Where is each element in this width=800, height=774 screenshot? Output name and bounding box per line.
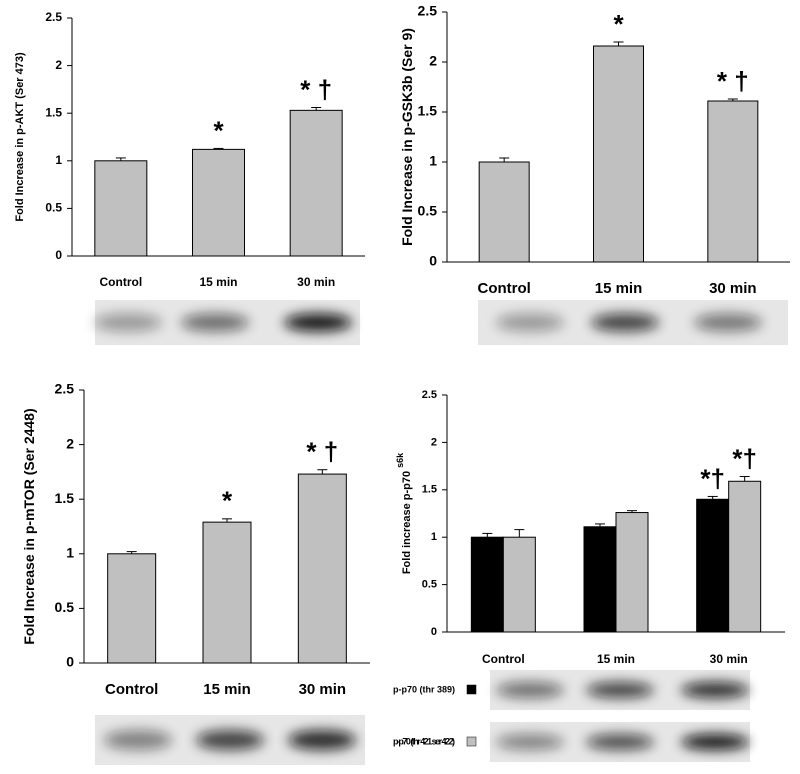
chart-panel: 0 0.5 1 1.5 2 2.5 Fold Increase in p-mTOR (Ser…	[21, 381, 370, 765]
y-tick-label: 2	[429, 53, 437, 69]
y-tick-label: 0	[431, 626, 437, 638]
significance-label: *	[213, 115, 224, 145]
y-axis-label: Fold Increase in p-GSK3b (Ser 9)	[399, 28, 415, 246]
significance-label: *	[613, 9, 624, 39]
y-tick-label: 2.5	[418, 3, 438, 19]
blot-band	[104, 730, 172, 750]
bar	[502, 536, 536, 633]
blot-band	[288, 730, 356, 750]
significance-label: *	[222, 486, 233, 516]
y-tick-label: 0.5	[418, 203, 438, 219]
y-tick-label: 2	[55, 58, 62, 72]
y-axis-label: Fold increase p-p70 s6k	[395, 452, 413, 574]
y-tick-label: 2	[66, 435, 74, 451]
significance-label: *†	[732, 443, 757, 473]
y-tick-label: 0	[55, 248, 62, 262]
y-tick-label: 0	[66, 654, 74, 670]
y-tick-label: 2.5	[422, 389, 437, 401]
x-tick-label: 15 min	[595, 280, 643, 297]
bar	[289, 109, 343, 257]
y-axis-label: Fold Increase in p-mTOR (Ser 2448)	[21, 408, 37, 644]
legend-label: p-p70 (thr 421 ser 422)	[393, 736, 455, 746]
blot-band	[284, 313, 352, 332]
bar	[478, 161, 530, 263]
blot-band	[196, 730, 264, 750]
blot-band	[496, 734, 564, 750]
bar	[593, 45, 644, 263]
legend-swatch	[466, 736, 477, 747]
significance-label: * †	[717, 66, 749, 96]
y-tick-label: 0.5	[45, 201, 62, 215]
significance-label: *†	[700, 463, 725, 493]
blot-band	[94, 313, 162, 332]
x-tick-label: 30 min	[299, 681, 347, 698]
y-tick-label: 1.5	[418, 103, 438, 119]
y-tick-label: 2.5	[45, 10, 62, 24]
bar	[615, 512, 649, 633]
bar	[202, 521, 252, 664]
x-tick-label: 30 min	[710, 652, 748, 666]
legend-label: p-p70 (thr 389)	[393, 684, 455, 694]
blot-band	[496, 313, 564, 332]
blot-band	[681, 734, 749, 750]
y-axis-label-text: Fold Increase in p-GSK3b (Ser 9)	[399, 28, 415, 246]
bar	[107, 553, 157, 664]
x-tick-label: Control	[478, 280, 531, 297]
x-tick-label: 15 min	[199, 275, 237, 289]
bar	[728, 480, 762, 633]
blot-band	[181, 313, 249, 332]
blot-band	[591, 313, 659, 332]
x-tick-label: 30 min	[709, 280, 757, 297]
bar	[707, 100, 759, 263]
bar	[94, 160, 148, 257]
y-tick-label: 1	[55, 153, 62, 167]
x-tick-label: 15 min	[597, 652, 635, 666]
y-tick-label: 1.5	[422, 484, 437, 496]
y-tick-label: 1	[429, 153, 437, 169]
legend-swatch	[466, 684, 477, 695]
significance-label: * †	[306, 437, 338, 467]
blot-band	[586, 682, 654, 698]
y-tick-label: 0.5	[55, 599, 75, 615]
y-axis-label-text: Fold Increase in p-AKT (Ser 473)	[14, 52, 26, 222]
x-tick-label: Control	[482, 652, 525, 666]
bar	[583, 526, 617, 633]
y-tick-label: 2.5	[55, 381, 75, 397]
y-axis-label-text: Fold Increase in p-mTOR (Ser 2448)	[21, 408, 37, 644]
chart-panel: 0 0.5 1 1.5 2 2.5 Fold Increase in p-AKT (Ser …	[14, 10, 365, 345]
x-tick-label: 30 min	[297, 275, 335, 289]
blot-band	[586, 734, 654, 750]
y-axis-label-superscript: s6k	[395, 452, 405, 468]
y-tick-label: 1	[431, 531, 437, 543]
y-tick-label: 1.5	[45, 105, 62, 119]
y-tick-label: 0	[429, 253, 437, 269]
y-tick-label: 0.5	[422, 579, 437, 591]
y-axis-label: Fold Increase in p-AKT (Ser 473)	[14, 52, 26, 222]
x-tick-label: 15 min	[203, 681, 251, 698]
significance-label: * †	[300, 74, 332, 104]
bar	[470, 536, 504, 633]
x-tick-label: Control	[105, 681, 158, 698]
blot-band	[496, 682, 564, 698]
y-tick-label: 1.5	[55, 490, 75, 506]
bar	[297, 473, 347, 664]
blot-band	[681, 682, 749, 698]
bar	[192, 148, 245, 257]
y-axis-label-text: Fold increase p-p70	[401, 471, 413, 574]
x-tick-label: Control	[100, 275, 143, 289]
y-tick-label: 2	[431, 436, 437, 448]
y-tick-label: 1	[66, 545, 74, 561]
blot-band	[694, 313, 762, 332]
bar	[696, 498, 730, 633]
chart-panel: 0 0.5 1 1.5 2 2.5 Fold increase p-p70 s6k *†*† Co…	[393, 389, 785, 762]
